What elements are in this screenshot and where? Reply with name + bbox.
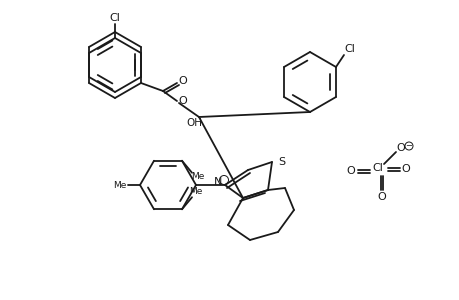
Text: Cl: Cl [109, 13, 120, 23]
Text: Cl: Cl [372, 163, 383, 173]
Text: O: O [396, 143, 404, 153]
Text: Me: Me [191, 172, 204, 181]
Text: O: O [401, 164, 409, 174]
Text: O: O [346, 166, 355, 176]
Text: O: O [377, 192, 386, 202]
Text: S: S [278, 157, 285, 167]
Text: O: O [178, 96, 187, 106]
Text: N: N [213, 177, 222, 187]
Text: Me: Me [113, 181, 126, 190]
Text: Me: Me [189, 187, 202, 196]
Text: OH: OH [185, 118, 202, 128]
Text: Cl: Cl [344, 44, 355, 54]
Text: −: − [405, 142, 412, 151]
Text: O: O [178, 76, 187, 86]
